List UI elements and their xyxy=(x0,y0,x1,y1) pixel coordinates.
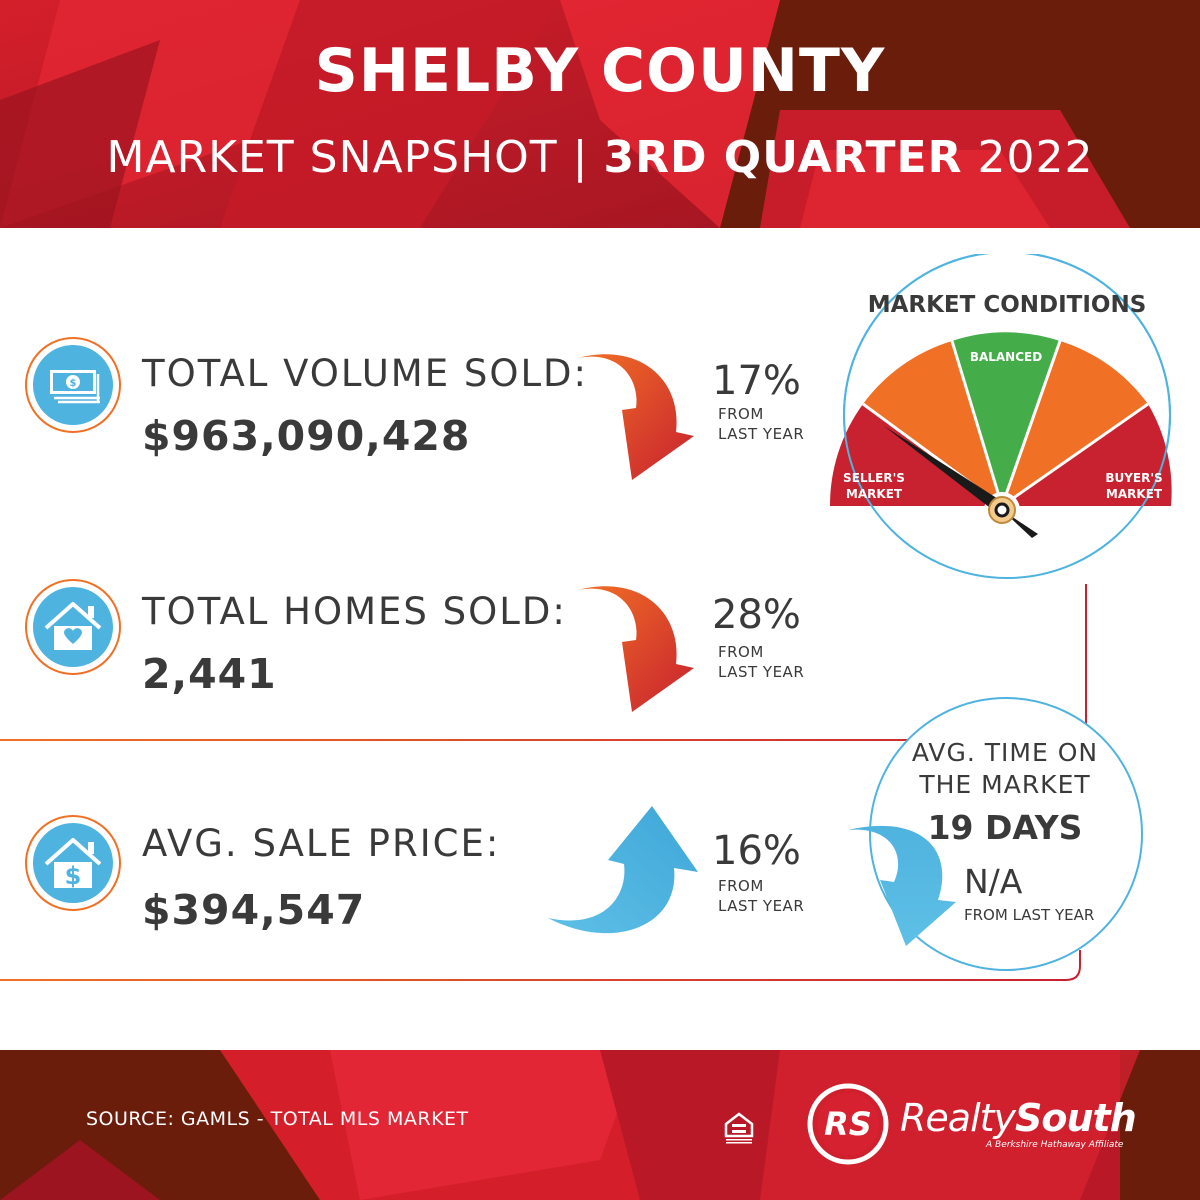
brand-tagline: A Berkshire Hathaway Affiliate xyxy=(986,1140,1124,1150)
stat-value-price: $394,547 xyxy=(142,886,366,934)
stat-note-line-1: FROM xyxy=(718,405,764,423)
time-on-market-circle xyxy=(848,697,1143,971)
gauge-label-sellers-line-2: MARKET xyxy=(845,487,903,501)
brand-name: RealtySouth xyxy=(900,1096,1137,1140)
stat-note-line-1: FROM xyxy=(718,643,764,661)
down-arrow-icon xyxy=(578,586,694,712)
page-subtitle: MARKET SNAPSHOT | 3RD QUARTER 2022 xyxy=(0,132,1200,183)
time-change: N/A xyxy=(964,862,1023,901)
svg-text:$: $ xyxy=(65,862,82,890)
time-label-line-1: AVG. TIME ON xyxy=(911,738,1099,767)
stat-label-homes: TOTAL HOMES SOLD: xyxy=(142,590,567,633)
footer-banner: SOURCE: GAMLS - TOTAL MLS MARKET RS Real… xyxy=(0,1050,1200,1200)
stat-note-volume: FROM LAST YEAR xyxy=(718,404,804,444)
subtitle-year: 2022 xyxy=(962,132,1094,183)
stat-value-volume: $963,090,428 xyxy=(142,412,471,460)
stat-note-line-2: LAST YEAR xyxy=(718,663,805,681)
gauge-segment-buyers xyxy=(1002,404,1172,506)
gauge-label-balanced: BALANCED xyxy=(969,350,1043,364)
footer-background xyxy=(0,1050,1200,1200)
brand-name-south: South xyxy=(1015,1096,1137,1140)
time-label-line-2: THE MARKET xyxy=(919,770,1091,799)
time-value: 19 DAYS xyxy=(927,808,1083,847)
svg-text:RS: RS xyxy=(824,1105,872,1143)
gauge-segment-balanced xyxy=(952,332,1060,506)
stat-label-volume: TOTAL VOLUME SOLD: xyxy=(142,352,589,395)
subtitle-prefix: MARKET SNAPSHOT | xyxy=(106,132,604,183)
header-background xyxy=(0,0,1200,228)
page-title: SHELBY COUNTY xyxy=(314,36,886,106)
up-arrow-icon xyxy=(548,806,698,934)
market-conditions-gauge xyxy=(826,254,1188,584)
divider-3 xyxy=(0,950,1081,981)
stat-note-price: FROM LAST YEAR xyxy=(718,876,804,916)
stat-percent-homes: 28% xyxy=(712,592,801,638)
subtitle-quarter: 3RD QUARTER xyxy=(603,132,963,183)
stat-label-price: AVG. SALE PRICE: xyxy=(142,822,501,865)
down-arrow-icon xyxy=(848,825,956,946)
brand-name-realty: Realty xyxy=(900,1096,1016,1140)
stat-note-line-2: LAST YEAR xyxy=(718,425,805,443)
stat-percent-volume: 17% xyxy=(712,358,801,404)
source-note: SOURCE: GAMLS - TOTAL MLS MARKET xyxy=(86,1108,469,1130)
house-heart-icon xyxy=(25,579,121,675)
gauge-label-buyers-line-2: MARKET xyxy=(1105,487,1163,501)
header-banner: SHELBY COUNTY MARKET SNAPSHOT | 3RD QUAR… xyxy=(0,0,1200,228)
stat-value-homes: 2,441 xyxy=(142,650,277,698)
gauge-label-sellers-line-1: SELLER'S xyxy=(843,471,905,485)
gauge-label-buyers-line-1: BUYER'S xyxy=(1105,471,1163,485)
gauge-title: MARKET CONDITIONS xyxy=(867,292,1147,318)
stat-percent-price: 16% xyxy=(712,828,801,874)
gauge-segment-orange-left xyxy=(863,341,1002,506)
money-icon: $ xyxy=(25,337,121,433)
equal-housing-icon xyxy=(724,1112,754,1144)
house-dollar-icon: $ xyxy=(25,815,121,911)
down-arrow-icon xyxy=(578,354,694,480)
time-change-note: FROM LAST YEAR xyxy=(964,906,1095,924)
stat-note-line-2: LAST YEAR xyxy=(718,897,805,915)
gauge-segment-orange-right xyxy=(1002,341,1148,506)
gauge-needle xyxy=(884,426,1006,514)
gauge-label-sellers: SELLER'S MARKET xyxy=(836,470,912,502)
stat-note-homes: FROM LAST YEAR xyxy=(718,642,804,682)
gauge-label-buyers: BUYER'S MARKET xyxy=(1096,470,1172,502)
svg-text:$: $ xyxy=(70,378,77,389)
realtysouth-logo-mark: RS xyxy=(807,1083,889,1165)
stat-note-line-1: FROM xyxy=(718,877,764,895)
